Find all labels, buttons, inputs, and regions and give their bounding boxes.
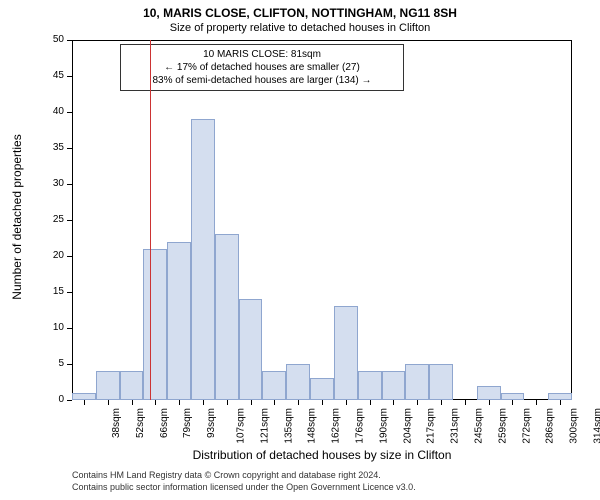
page-title: 10, MARIS CLOSE, CLIFTON, NOTTINGHAM, NG…	[0, 6, 600, 20]
x-tick-label: 314sqm	[593, 408, 600, 444]
histogram-bar	[239, 299, 263, 400]
histogram-bar	[191, 119, 215, 400]
x-tick	[108, 400, 109, 405]
x-tick	[322, 400, 323, 405]
axis-line	[571, 40, 572, 400]
histogram-bar	[167, 242, 191, 400]
y-tick-label: 50	[34, 34, 64, 45]
y-axis-label: Number of detached properties	[10, 117, 24, 317]
histogram-bar	[548, 393, 572, 400]
x-tick	[512, 400, 513, 405]
x-tick-label: 204sqm	[402, 408, 413, 444]
x-tick	[393, 400, 394, 405]
histogram-bar	[286, 364, 310, 400]
x-tick	[84, 400, 85, 405]
footnote-1: Contains HM Land Registry data © Crown c…	[72, 470, 381, 480]
x-tick-label: 107sqm	[236, 408, 247, 444]
histogram-bar	[382, 371, 406, 400]
x-tick-label: 231sqm	[450, 408, 461, 444]
x-tick-label: 38sqm	[111, 408, 122, 438]
footnote-2: Contains public sector information licen…	[72, 482, 416, 492]
y-tick-label: 45	[34, 70, 64, 81]
chart-container: 10, MARIS CLOSE, CLIFTON, NOTTINGHAM, NG…	[0, 0, 600, 500]
x-tick-label: 259sqm	[497, 408, 508, 444]
x-tick-label: 93sqm	[206, 408, 217, 438]
histogram-bar	[215, 234, 239, 400]
x-tick-label: 190sqm	[378, 408, 389, 444]
x-tick	[132, 400, 133, 405]
histogram-bar	[405, 364, 429, 400]
x-tick	[298, 400, 299, 405]
histogram-bar	[120, 371, 144, 400]
x-tick	[370, 400, 371, 405]
histogram-bar	[96, 371, 120, 400]
x-tick-label: 79sqm	[182, 408, 193, 438]
histogram-bar	[72, 393, 96, 400]
y-tick-label: 20	[34, 250, 64, 261]
y-tick	[67, 364, 72, 365]
y-tick	[67, 40, 72, 41]
x-tick-label: 176sqm	[355, 408, 366, 444]
x-tick	[274, 400, 275, 405]
y-tick	[67, 220, 72, 221]
y-tick-label: 30	[34, 178, 64, 189]
x-tick	[155, 400, 156, 405]
x-tick-label: 66sqm	[159, 408, 170, 438]
y-tick	[67, 292, 72, 293]
y-tick-label: 10	[34, 322, 64, 333]
x-tick-label: 217sqm	[426, 408, 437, 444]
x-tick	[251, 400, 252, 405]
y-tick	[67, 148, 72, 149]
y-tick-label: 15	[34, 286, 64, 297]
x-tick	[489, 400, 490, 405]
y-tick	[67, 112, 72, 113]
x-tick-label: 162sqm	[331, 408, 342, 444]
x-tick	[441, 400, 442, 405]
histogram-bar	[477, 386, 501, 400]
x-tick-label: 135sqm	[283, 408, 294, 444]
y-tick-label: 5	[34, 358, 64, 369]
x-tick	[560, 400, 561, 405]
y-tick-label: 35	[34, 142, 64, 153]
plot-area: 0510152025303540455038sqm52sqm66sqm79sqm…	[72, 40, 572, 400]
y-tick	[67, 76, 72, 77]
y-tick	[67, 400, 72, 401]
histogram-bar	[310, 378, 334, 400]
x-tick-label: 272sqm	[521, 408, 532, 444]
x-tick	[227, 400, 228, 405]
x-tick	[417, 400, 418, 405]
histogram-bar	[262, 371, 286, 400]
x-tick-label: 121sqm	[259, 408, 270, 444]
y-tick	[67, 256, 72, 257]
marker-line	[150, 40, 151, 400]
x-tick-label: 148sqm	[307, 408, 318, 444]
x-axis-label: Distribution of detached houses by size …	[72, 448, 572, 462]
x-tick	[179, 400, 180, 405]
y-tick-label: 0	[34, 394, 64, 405]
x-tick	[465, 400, 466, 405]
histogram-bar	[334, 306, 358, 400]
y-tick-label: 25	[34, 214, 64, 225]
histogram-bar	[143, 249, 167, 400]
x-tick-label: 300sqm	[569, 408, 580, 444]
y-tick-label: 40	[34, 106, 64, 117]
y-tick	[67, 184, 72, 185]
x-tick	[536, 400, 537, 405]
x-tick	[346, 400, 347, 405]
histogram-bar	[358, 371, 382, 400]
x-tick-label: 52sqm	[135, 408, 146, 438]
histogram-bar	[429, 364, 453, 400]
axis-line	[72, 40, 572, 41]
histogram-bar	[501, 393, 525, 400]
x-tick-label: 245sqm	[474, 408, 485, 444]
x-tick	[203, 400, 204, 405]
x-tick-label: 286sqm	[545, 408, 556, 444]
y-tick	[67, 328, 72, 329]
axis-line	[72, 40, 73, 400]
chart-subtitle: Size of property relative to detached ho…	[0, 22, 600, 34]
